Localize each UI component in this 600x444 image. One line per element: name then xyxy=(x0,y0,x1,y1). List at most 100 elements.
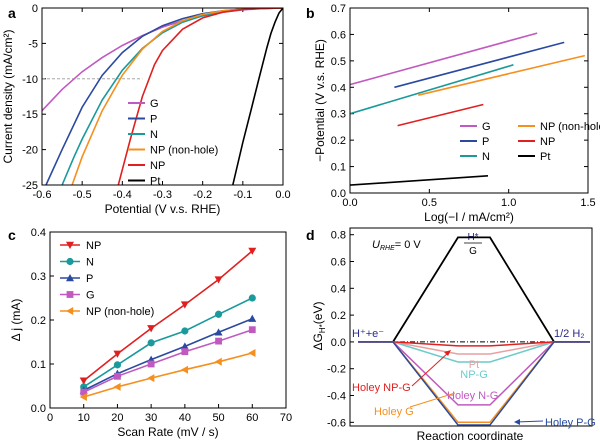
legend-label-NP: NP xyxy=(150,160,165,172)
y-tick-label: 0.6 xyxy=(331,29,346,41)
series-line-NP_nonhole xyxy=(83,352,253,398)
data-marker xyxy=(66,241,74,249)
panel-label-c: c xyxy=(8,227,16,243)
data-marker xyxy=(214,276,223,284)
x-axis-label: Log(−I / mA/cm²) xyxy=(424,210,514,224)
x-axis-label: Potential (V v.s. RHE) xyxy=(105,202,221,216)
legend-label-P: P xyxy=(482,136,489,148)
y-tick-label: 0 xyxy=(32,3,38,15)
x-tick-label: 0 xyxy=(47,412,53,424)
data-marker xyxy=(180,365,189,374)
y-tick-label: 0.4 xyxy=(331,82,346,94)
plot-frame xyxy=(349,7,589,194)
energy-path-Pt_level xyxy=(358,341,590,355)
panel-d-free-energy-diagram: 0.8 0.6 0.4 0.2 0.0 -0.2 -0.4 -0.6 ΔGH*(eV) React… xyxy=(311,227,596,443)
legend-label-N: N xyxy=(482,151,490,163)
y-tick-label: 0.4 xyxy=(31,227,46,239)
data-marker xyxy=(114,372,121,380)
y-axis-label: −Potential (V v.s. RHE) xyxy=(313,39,327,162)
data-marker xyxy=(215,337,222,345)
x-tick-label: -0.3 xyxy=(153,189,172,201)
series-label-Pt_level: Pt xyxy=(469,359,479,371)
data-marker xyxy=(214,310,223,318)
y-tick-label: 0.0 xyxy=(331,337,346,349)
y-axis-label: Current density (mA/cm²) xyxy=(1,29,15,163)
annotation-arrow-holey-np-g xyxy=(411,351,450,387)
series-line-P xyxy=(394,41,565,89)
plot-frame xyxy=(49,231,287,409)
x-tick-label: -0.4 xyxy=(113,189,132,201)
y-tick-label: 0.4 xyxy=(331,283,346,295)
data-marker xyxy=(147,325,156,333)
annotation-arrow-holey-p-g xyxy=(515,420,544,423)
series-line-G xyxy=(42,8,283,112)
x-tick-label: 30 xyxy=(145,412,157,424)
x-tick-label: 70 xyxy=(280,412,292,424)
data-marker xyxy=(147,374,155,383)
state-label-top-den: G xyxy=(469,246,477,257)
data-marker xyxy=(66,274,74,282)
data-marker xyxy=(66,291,74,298)
legend-label-Pt: Pt xyxy=(150,176,160,188)
legend-label-NP_nonhole: NP (non-hole) xyxy=(540,121,600,133)
y-tick-label: -0.6 xyxy=(327,417,346,429)
legend-label-Pt: Pt xyxy=(540,151,550,163)
panel-b-tafel-plot: 0.0 0.5 1.0 1.5 0.0 0.1 0.2 0.3 0.4 0.5 0.6 0.7 Log(… xyxy=(313,3,600,224)
data-marker xyxy=(248,247,257,255)
annotation-arrow-holey-g xyxy=(409,392,456,408)
series-line-N xyxy=(83,297,253,388)
panel-label-d: d xyxy=(306,227,315,243)
y-tick-label: -25 xyxy=(22,180,38,192)
data-marker xyxy=(248,326,256,334)
series-line-NP xyxy=(397,103,484,127)
data-marker xyxy=(147,339,155,347)
series-label-G: Holey N-G xyxy=(447,390,498,402)
panel-label-a: a xyxy=(8,5,16,21)
x-tick-label: 1.0 xyxy=(501,197,516,209)
y-tick-label: 0.8 xyxy=(331,230,346,242)
series-line-N xyxy=(350,64,514,115)
series-line-NP_nonhole xyxy=(418,54,585,96)
x-tick-label: -0.6 xyxy=(33,189,52,201)
y-tick-label: -20 xyxy=(22,145,38,157)
legend-label-P: P xyxy=(150,114,157,126)
panel-a-polarization-curves: -0.6 -0.5 -0.4 -0.3 -0.2 -0.1 0.0 0 -5 -10 -15 -20 -… xyxy=(1,3,291,216)
x-tick-label: -0.5 xyxy=(73,189,92,201)
data-marker xyxy=(181,327,189,335)
y-tick-label: 0.7 xyxy=(331,3,346,15)
legend-label-NP_nonhole: NP (non-hole) xyxy=(86,306,154,318)
energy-path-P xyxy=(358,341,590,426)
annotation-arrowhead xyxy=(444,350,451,356)
x-tick-label: 40 xyxy=(179,412,191,424)
y-tick-label: 0.0 xyxy=(331,188,346,200)
y-tick-label: 0.0 xyxy=(31,403,46,415)
data-marker xyxy=(66,307,74,315)
x-tick-label: 0.0 xyxy=(342,197,357,209)
data-marker xyxy=(79,377,88,385)
series-line-Pt xyxy=(232,8,283,185)
legend-label-N: N xyxy=(150,129,158,141)
series-label-N: NP-G xyxy=(460,369,488,381)
data-marker xyxy=(248,294,256,302)
x-tick-label: 0.0 xyxy=(275,189,290,201)
x-tick-label: -0.2 xyxy=(193,189,212,201)
series-line-NP xyxy=(83,250,253,382)
panel-c-capacitance-plot: 0 10 20 30 40 50 60 70 0.0 0.1 0.2 0.3 0.4 Scan Rate … xyxy=(9,227,292,439)
y-tick-label: 0.5 xyxy=(331,56,346,68)
y-axis-label: ΔGH*(eV) xyxy=(311,302,327,351)
data-marker xyxy=(66,257,74,266)
series-label-P: Holey P-G xyxy=(545,417,596,429)
series-label-NP_nonhole: Holey G xyxy=(374,406,414,418)
x-tick-label: -0.1 xyxy=(233,189,252,201)
data-marker xyxy=(180,342,189,350)
y-tick-label: 0.2 xyxy=(331,310,346,322)
data-marker xyxy=(113,382,121,391)
plot-frame xyxy=(41,7,284,186)
data-marker xyxy=(214,357,222,366)
series-label-NP: Holey NP-G xyxy=(352,382,411,394)
x-tick-label: 60 xyxy=(246,412,258,424)
y-tick-label: 0.1 xyxy=(31,359,46,371)
series-line-G xyxy=(350,32,538,86)
legend-label-NP: NP xyxy=(86,240,101,252)
